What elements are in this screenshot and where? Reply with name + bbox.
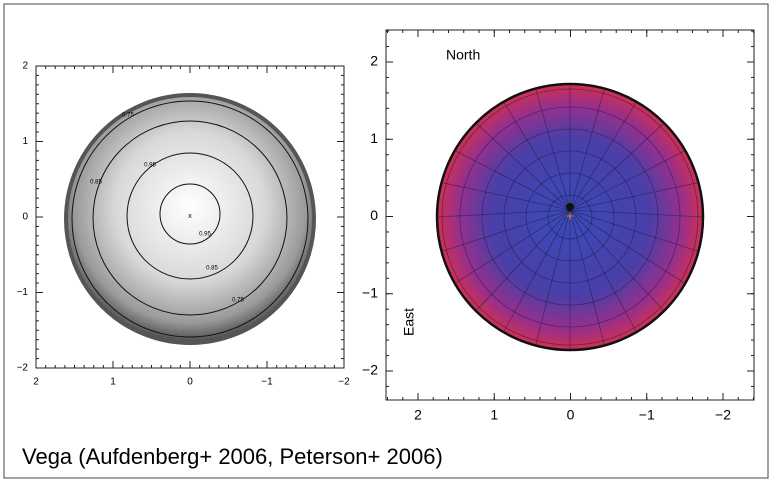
meridian [569,209,686,284]
meridian [569,122,665,211]
meridian [569,209,665,312]
x-tick-label: 0 [567,407,575,423]
y-tick-label: −1 [17,287,29,298]
y-tick-label: 0 [22,212,28,223]
pole [566,203,574,211]
meridian [569,88,605,211]
y-tick-label: 0 [370,207,378,223]
y-tick-label: 1 [370,130,378,146]
y-tick-label: −2 [17,363,29,374]
y-tick-label: 2 [370,53,378,69]
outer-border [3,3,769,479]
meridian [569,182,699,211]
contour-label: 0.75 [232,298,244,304]
center-mark: x [188,213,192,220]
meridian [535,88,571,211]
meridian [569,209,637,333]
caption: Vega (Aufdenberg+ 2006, Peterson+ 2006) [22,444,443,469]
meridian [441,209,571,252]
meridian [475,122,571,211]
contour-label: 0.85 [206,266,218,272]
y-tick-label: −1 [362,284,378,300]
contour-label: 0.95 [199,232,211,238]
contours [71,100,309,338]
meridian [454,209,571,284]
x-tick-label: −2 [338,377,350,388]
meridian [535,209,571,346]
meridian [503,209,571,333]
meridian [503,101,571,211]
meridian [569,209,605,346]
meridian [441,182,571,211]
meridian [569,209,704,218]
contour-label: 0.85 [90,180,102,186]
meridian [569,209,699,252]
y-tick-label: 2 [22,61,28,72]
star-intensity [64,93,316,345]
surface-grid [436,84,704,350]
x-tick-label: −1 [261,377,273,388]
x-tick-label: −2 [715,407,731,423]
x-tick-label: −1 [639,407,655,423]
contour-label: 0.75 [122,113,134,119]
contour-label: 0.95 [144,163,156,169]
east-label: East [401,308,417,336]
north-label: North [446,47,480,63]
center-mark: + [566,208,574,224]
x-tick-label: 0 [187,377,193,388]
meridian [569,150,686,211]
x-tick-label: 2 [33,377,39,388]
meridian [454,150,571,211]
x-tick-label: 2 [414,407,422,423]
y-tick-label: 1 [22,136,28,147]
meridian [569,101,637,211]
x-tick-label: 1 [110,377,116,388]
x-tick-label: 1 [490,407,498,423]
meridian [436,209,571,218]
y-tick-label: −2 [362,362,378,378]
meridian [475,209,571,312]
